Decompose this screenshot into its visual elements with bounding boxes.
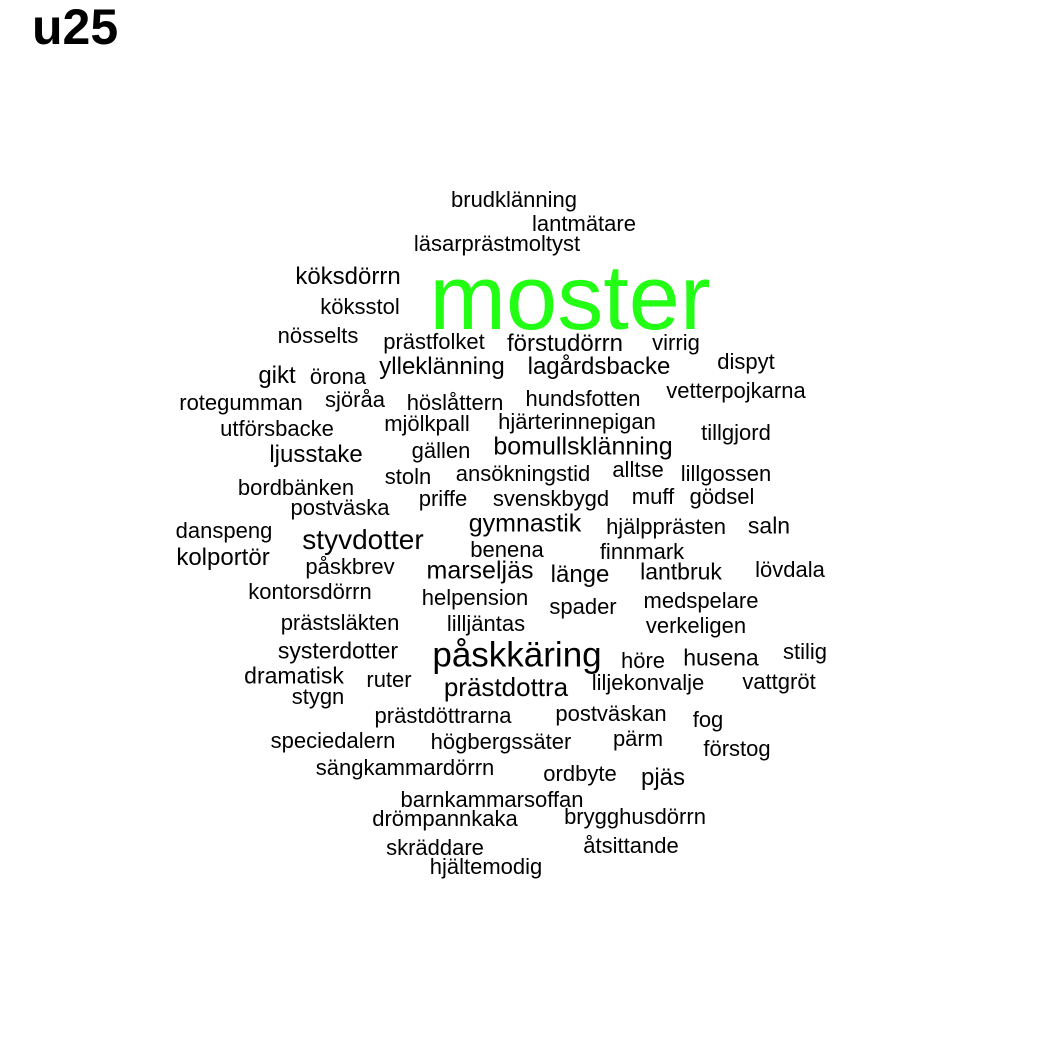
word-spader: spader (549, 594, 617, 619)
word-stoln: stoln (384, 464, 432, 489)
word-kontorsdorrn: kontorsdörrn (248, 579, 372, 604)
word-paskbrev: påskbrev (305, 554, 395, 579)
word-orona: örona (309, 364, 367, 389)
word-barnkammarsoffan: barnkammarsoffan (400, 787, 584, 812)
word-skraddare: skräddare (386, 835, 484, 860)
word-hjaltemodig: hjältemodig (429, 854, 543, 879)
word-alltse: alltse (612, 457, 664, 482)
word-gymnastik: gymnastik (468, 509, 582, 538)
word-muff: muff (631, 484, 675, 509)
word-forstog: förstog (703, 736, 771, 761)
word-prastdottra: prästdottra (443, 672, 569, 702)
word-hjalpprasten: hjälpprästen (606, 514, 726, 539)
word-sangkammardorrn: sängkammardörrn (315, 755, 495, 780)
word-parm: pärm (612, 726, 664, 751)
word-systerdotter: systerdotter (277, 637, 399, 664)
word-gallen: gällen (411, 438, 471, 463)
word-pjas: pjäs (640, 764, 686, 791)
word-kolportor: kolportör (176, 544, 270, 571)
word-lantmatare: lantmätare (532, 211, 636, 236)
word-ruter: ruter (366, 667, 412, 692)
word-styvdotter: styvdotter (302, 524, 424, 555)
word-medspelare: medspelare (643, 588, 759, 613)
word-lovdala: lövdala (755, 557, 825, 582)
word-atsittande: åtsittande (583, 833, 679, 858)
word-ljusstake: ljusstake (269, 441, 363, 468)
word-postvaskan: postväskan (555, 701, 667, 726)
word-drompannkaka: drömpannkaka (372, 806, 518, 831)
word-finnmark: finnmark (599, 539, 685, 564)
word-svenskbygd: svenskbygd (492, 486, 610, 511)
word-ylleklanning: ylleklänning (379, 353, 505, 380)
word-lagardsbacke: lagårdsbacke (527, 353, 671, 380)
word-brygghusdorrn: brygghusdörrn (564, 804, 706, 829)
word-lillgossen: lillgossen (680, 461, 772, 486)
word-koksdorrn: köksdörrn (295, 263, 401, 290)
word-paskkaring: påskkäring (432, 635, 602, 675)
word-moster: moster (429, 247, 711, 349)
word-koksstol: köksstol (320, 294, 400, 319)
word-godsel: gödsel (689, 484, 755, 509)
word-ansokningstid: ansökningstid (455, 461, 591, 486)
word-verkeligen: verkeligen (645, 613, 747, 638)
word-danspeng: danspeng (175, 518, 273, 543)
word-lange: länge (550, 561, 610, 588)
word-prastfolket: prästfolket (383, 329, 485, 354)
word-marseljas: marseljäs (426, 556, 534, 585)
word-priffe: priffe (418, 486, 468, 511)
word-hore: höre (620, 648, 666, 673)
word-hundsfotten: hundsfotten (525, 386, 641, 411)
page-title: u25 (32, 0, 119, 55)
word-lilljantas: lilljäntas (446, 611, 526, 636)
word-mjolkpall: mjölkpall (384, 411, 470, 436)
word-hoslattern: höslåttern (406, 390, 504, 415)
word-benena: benena (470, 537, 544, 562)
word-prastdottrarna: prästdöttrarna (374, 703, 512, 728)
word-dispyt: dispyt (717, 349, 775, 374)
word-saln: saln (747, 512, 791, 539)
word-fog: fog (692, 707, 724, 732)
word-nosselts: nösselts (277, 323, 359, 348)
word-tillgjord: tillgjord (701, 420, 771, 445)
word-prastslakten: prästsläkten (280, 610, 400, 635)
word-sjoraa: sjöråa (325, 387, 385, 412)
word-bordbanken: bordbänken (237, 475, 355, 500)
word-brudklanning: brudklänning (451, 187, 577, 212)
word-virrig: virrig (652, 330, 700, 355)
word-forstudorrn: förstudörrn (506, 330, 624, 357)
word-ordbyte: ordbyte (543, 761, 617, 786)
word-hjarterinnepigan: hjärterinnepigan (498, 409, 656, 434)
word-helpension: helpension (421, 585, 529, 610)
word-dramatisk: dramatisk (244, 662, 344, 689)
word-stygn: stygn (291, 684, 345, 709)
word-stilig: stilig (782, 639, 828, 664)
word-postvaska: postväska (290, 495, 390, 520)
word-vetterpojkarna: vetterpojkarna (666, 378, 806, 403)
word-bomullsklanning: bomullsklänning (493, 432, 673, 461)
word-lasarprastmoltyst: läsarprästmoltyst (413, 231, 581, 256)
word-liljekonvalje: liljekonvalje (591, 670, 705, 695)
word-gikt: gikt (258, 362, 296, 389)
word-hogbergssater: högbergssäter (430, 729, 572, 754)
word-utforsbacke: utförsbacke (220, 416, 334, 441)
word-vattgrot: vattgröt (742, 669, 816, 694)
word-husena: husena (683, 644, 759, 671)
word-speciedalern: speciedalern (270, 728, 396, 753)
word-lantbruk: lantbruk (640, 558, 722, 585)
word-rotegumman: rotegumman (179, 390, 303, 415)
